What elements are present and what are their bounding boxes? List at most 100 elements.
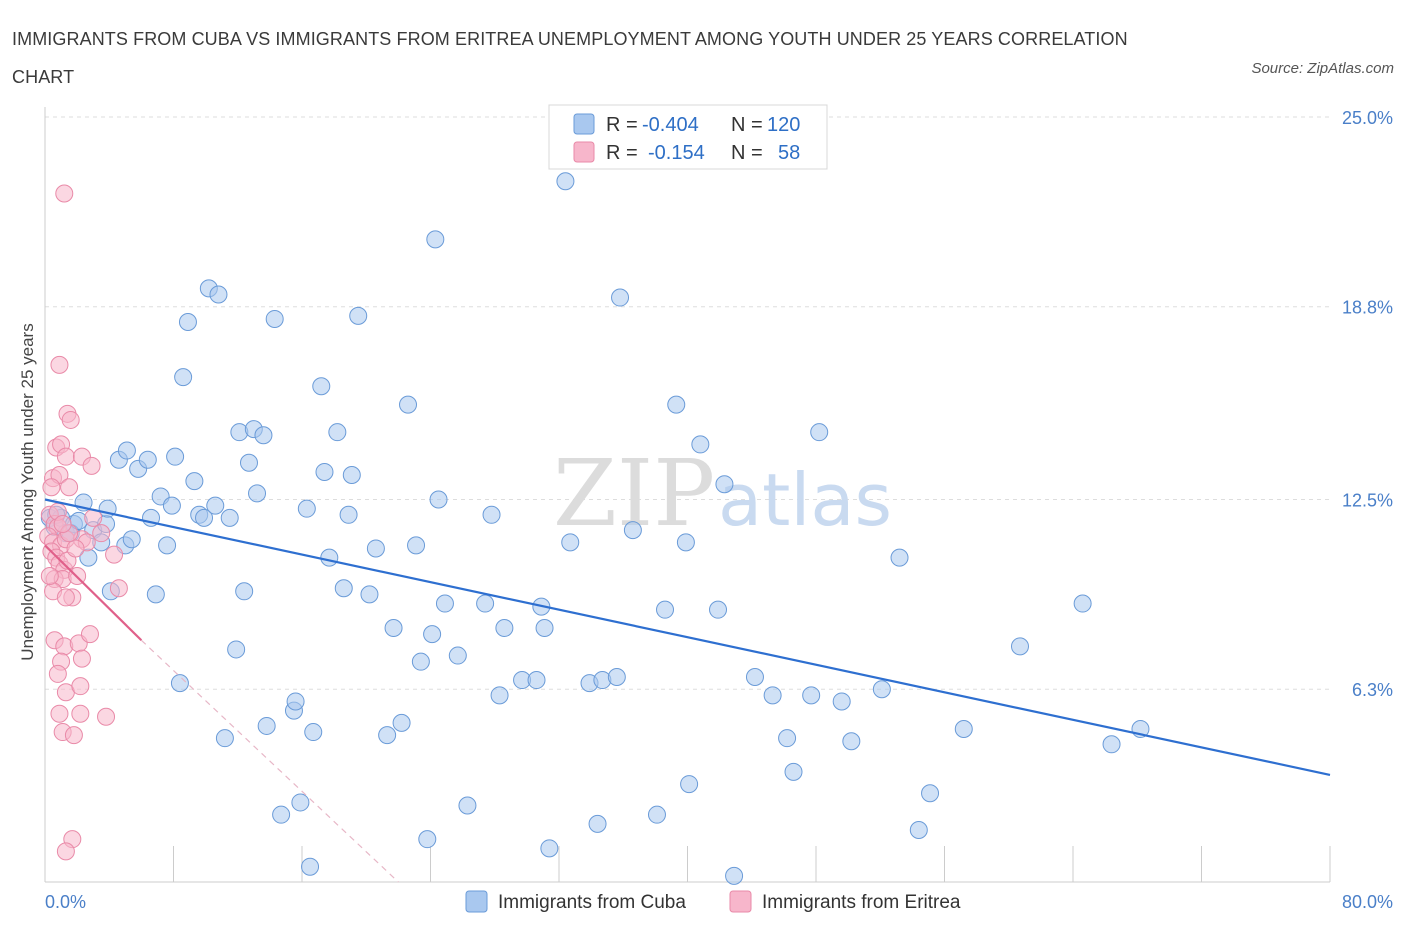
cuba-point <box>458 796 477 815</box>
cuba-point <box>1102 735 1121 754</box>
cuba-point <box>667 395 686 414</box>
cuba-point <box>257 716 276 735</box>
legend-eritrea-n-label: N = <box>731 142 763 164</box>
y-tick-label: 12.5% <box>1342 491 1393 511</box>
eritrea-point <box>97 707 116 726</box>
cuba-point <box>195 508 214 527</box>
cuba-point <box>206 496 225 515</box>
cuba-point <box>784 762 803 781</box>
cuba-point <box>1010 637 1029 656</box>
cuba-point <box>166 447 185 466</box>
cuba-point <box>291 793 310 812</box>
eritrea-point <box>82 456 101 475</box>
eritrea-point <box>50 355 69 374</box>
cuba-point <box>426 230 445 249</box>
cuba-point <box>715 475 734 494</box>
cuba-point <box>448 646 467 665</box>
cuba-point <box>138 450 157 469</box>
cuba-point <box>399 395 418 414</box>
eritrea-point <box>48 664 67 683</box>
cuba-point <box>297 499 316 518</box>
legend-cuba-n-value: 120 <box>767 114 800 136</box>
chart-source: Source: ZipAtlas.com <box>1251 60 1394 77</box>
cuba-point <box>407 536 426 555</box>
cuba-point <box>909 820 928 839</box>
cuba-point <box>248 484 267 503</box>
cuba-point <box>392 713 411 732</box>
cuba-point <box>411 652 430 671</box>
cuba-point <box>235 582 254 601</box>
eritrea-trend-extension <box>140 639 399 883</box>
eritrea-point <box>42 478 61 497</box>
cuba-point <box>239 453 258 472</box>
y-axis-label: Unemployment Among Youth under 25 years <box>18 323 37 660</box>
cuba-point <box>220 508 239 527</box>
cuba-point <box>954 720 973 738</box>
cuba-point <box>349 306 368 325</box>
cuba-point <box>304 723 323 742</box>
legend-swatch-cuba <box>573 113 595 135</box>
x-tick-label-max: 80.0% <box>1342 892 1393 912</box>
eritrea-point <box>55 184 74 203</box>
cuba-point <box>320 548 339 567</box>
eritrea-point <box>53 514 72 533</box>
cuba-point <box>301 857 320 876</box>
cuba-point <box>623 521 642 540</box>
eritrea-point <box>80 625 99 644</box>
cuba-point <box>561 533 580 552</box>
cuba-point <box>495 619 514 638</box>
bottom-legend-cuba: Immigrants from Cuba <box>498 892 686 913</box>
cuba-point <box>122 530 141 549</box>
bottom-legend-swatch-cuba <box>465 890 488 913</box>
cuba-point <box>146 585 165 604</box>
cuba-point <box>315 462 334 481</box>
legend-eritrea-r-value: -0.154 <box>648 142 705 164</box>
cuba-point <box>286 692 305 711</box>
cuba-point <box>540 839 559 858</box>
cuba-point <box>656 600 675 619</box>
cuba-point <box>802 686 821 705</box>
grid-lines <box>45 116 1330 690</box>
cuba-point <box>117 441 136 460</box>
cuba-point <box>423 625 442 644</box>
cuba-trend-line <box>44 498 1331 776</box>
cuba-point <box>328 423 347 442</box>
eritrea-point <box>92 524 111 543</box>
bottom-legend: Immigrants from Cuba Immigrants from Eri… <box>465 890 961 913</box>
cuba-point <box>556 172 575 191</box>
cuba-point <box>366 539 385 558</box>
eritrea-point <box>56 842 75 861</box>
cuba-point <box>745 667 764 686</box>
eritrea-point <box>56 588 75 607</box>
eritrea-point <box>56 447 75 466</box>
cuba-point <box>709 600 728 619</box>
cuba-point <box>490 686 509 705</box>
eritrea-point <box>71 704 90 723</box>
cuba-point <box>810 423 829 442</box>
cuba-point <box>384 619 403 638</box>
y-tick-label: 18.8% <box>1342 298 1393 318</box>
cuba-point <box>691 435 710 454</box>
cuba-point <box>334 579 353 598</box>
cuba-point <box>378 726 397 745</box>
eritrea-trend-line <box>44 544 143 642</box>
cuba-point <box>209 285 228 304</box>
bottom-legend-eritrea: Immigrants from Eritrea <box>762 892 961 913</box>
legend-cuba-r-label: R = <box>606 114 638 136</box>
cuba-point <box>647 805 666 824</box>
cuba-point <box>921 784 940 803</box>
legend-cuba-r-value: -0.404 <box>642 114 699 136</box>
eritrea-point <box>66 539 85 558</box>
cuba-point <box>227 640 246 659</box>
x-tick-label-min: 0.0% <box>45 892 86 912</box>
y-tick-labels: 6.3% 12.5% 18.8% 25.0% <box>1342 108 1393 700</box>
legend-cuba-n-label: N = <box>731 114 763 136</box>
cuba-point <box>832 692 851 711</box>
eritrea-point <box>105 545 124 564</box>
chart-title: IMMIGRANTS FROM CUBA VS IMMIGRANTS FROM … <box>12 29 1128 87</box>
cuba-point <box>476 594 495 613</box>
legend-eritrea-r-label: R = <box>606 142 638 164</box>
cuba-point <box>178 313 197 332</box>
y-tick-label: 6.3% <box>1352 680 1393 700</box>
